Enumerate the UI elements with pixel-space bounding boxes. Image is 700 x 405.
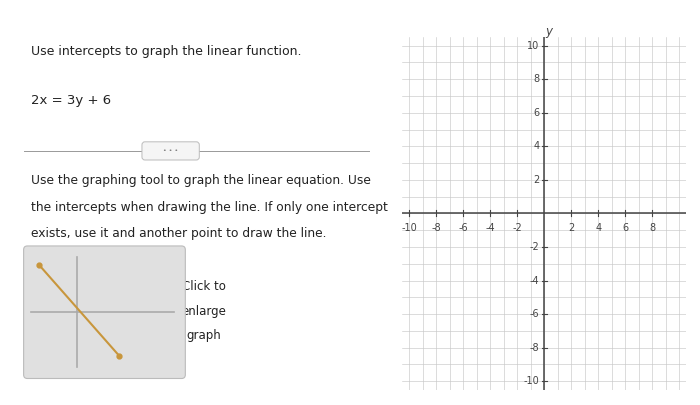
Text: 10: 10 xyxy=(527,40,540,51)
Text: exists, use it and another point to draw the line.: exists, use it and another point to draw… xyxy=(31,227,326,240)
Text: -4: -4 xyxy=(530,275,540,286)
Text: Use intercepts to graph the linear function.: Use intercepts to graph the linear funct… xyxy=(31,45,302,58)
Text: 2: 2 xyxy=(533,175,540,185)
Text: -6: -6 xyxy=(458,223,468,232)
Text: -2: -2 xyxy=(530,242,540,252)
Text: the intercepts when drawing the line. If only one intercept: the intercepts when drawing the line. If… xyxy=(31,200,388,213)
Text: -4: -4 xyxy=(485,223,495,232)
Text: 8: 8 xyxy=(533,74,540,84)
Text: -10: -10 xyxy=(524,376,540,386)
Text: -8: -8 xyxy=(431,223,441,232)
Text: 6: 6 xyxy=(533,108,540,118)
Text: 4: 4 xyxy=(533,141,540,151)
Text: graph: graph xyxy=(186,329,221,342)
Text: • • •: • • • xyxy=(163,148,179,153)
FancyBboxPatch shape xyxy=(142,142,200,160)
Text: -10: -10 xyxy=(401,223,417,232)
Text: enlarge: enlarge xyxy=(181,305,226,318)
Text: 8: 8 xyxy=(649,223,655,232)
Text: 2: 2 xyxy=(568,223,575,232)
Text: y: y xyxy=(545,25,552,38)
Text: -6: -6 xyxy=(530,309,540,319)
Text: 4: 4 xyxy=(595,223,601,232)
Text: 6: 6 xyxy=(622,223,629,232)
FancyBboxPatch shape xyxy=(24,246,186,379)
Text: -8: -8 xyxy=(530,343,540,353)
Text: -2: -2 xyxy=(512,223,522,232)
Text: Click to: Click to xyxy=(182,280,225,293)
Text: 2x = 3y + 6: 2x = 3y + 6 xyxy=(31,94,111,107)
Text: Use the graphing tool to graph the linear equation. Use: Use the graphing tool to graph the linea… xyxy=(31,174,371,187)
